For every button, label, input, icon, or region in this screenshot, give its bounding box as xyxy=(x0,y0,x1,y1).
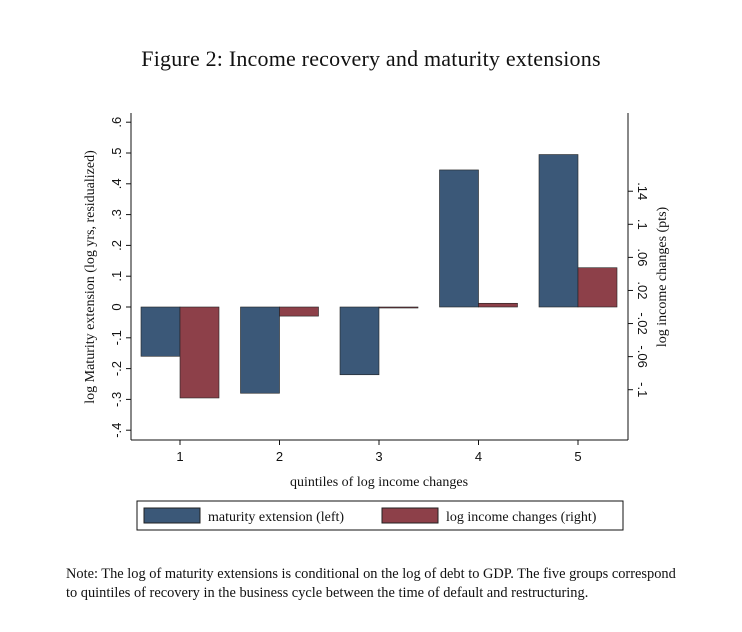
y-axis-title-left: log Maturity extension (log yrs, residua… xyxy=(83,150,98,404)
bar-income-5 xyxy=(577,267,618,308)
y-axis-title-right: log income changes (pts) xyxy=(655,206,670,347)
left-tick-label: .6 xyxy=(109,117,124,128)
legend-frame xyxy=(136,500,624,531)
right-tick-label: .1 xyxy=(635,219,650,230)
left-tick-label: .1 xyxy=(109,271,124,282)
right-tick-label: .14 xyxy=(635,182,650,200)
x-tick-label: 4 xyxy=(475,449,482,464)
x-axis-title: quintiles of log income changes xyxy=(290,475,468,490)
figure-title: Figure 2: Income recovery and maturity e… xyxy=(141,46,601,71)
bar-income-3 xyxy=(378,306,419,309)
x-tick-label: 1 xyxy=(176,449,183,464)
bar-income-1 xyxy=(179,306,220,399)
bar-chart: .6 .5 .4 .3 .2 .1 0 -.1 -.2 -.3 -.4 .14 .1 .06 .02 -.0… xyxy=(83,113,670,531)
x-axis-ticks: 1 2 3 4 5 xyxy=(176,440,582,464)
x-tick-label: 5 xyxy=(574,449,581,464)
legend: maturity extension (left) log income cha… xyxy=(136,500,624,531)
x-tick-label: 2 xyxy=(276,449,283,464)
bar-maturity-4 xyxy=(439,169,479,308)
bar-maturity-3 xyxy=(339,306,380,376)
bar-maturity-1 xyxy=(140,306,181,357)
left-tick-label: -.3 xyxy=(109,392,124,407)
left-axis-ticks: .6 .5 .4 .3 .2 .1 0 -.1 -.2 -.3 -.4 xyxy=(109,117,131,438)
right-tick-label: -.1 xyxy=(635,382,650,397)
left-tick-label: -.1 xyxy=(109,330,124,345)
right-tick-label: .02 xyxy=(635,281,650,299)
bars xyxy=(140,154,618,399)
left-tick-label: 0 xyxy=(109,303,124,310)
bar-income-4 xyxy=(478,302,518,308)
left-tick-label: .2 xyxy=(109,240,124,251)
legend-swatch-maturity xyxy=(143,507,201,524)
bar-maturity-5 xyxy=(538,154,579,308)
bar-income-2 xyxy=(279,306,319,317)
left-tick-label: .5 xyxy=(109,148,124,159)
left-tick-label: .3 xyxy=(109,209,124,220)
left-tick-label: -.2 xyxy=(109,361,124,376)
legend-label-maturity: maturity extension (left) xyxy=(208,510,344,525)
x-tick-label: 3 xyxy=(375,449,382,464)
right-tick-label: -.06 xyxy=(635,345,650,367)
left-tick-label: .4 xyxy=(109,178,124,189)
right-axis-ticks: .14 .1 .06 .02 -.02 -.06 -.1 xyxy=(628,182,650,397)
bar-maturity-2 xyxy=(240,306,280,394)
legend-swatch-income xyxy=(381,507,439,524)
right-tick-label: -.02 xyxy=(635,312,650,334)
left-tick-label: -.4 xyxy=(109,423,124,438)
figure-note: Note: The log of maturity extensions is … xyxy=(66,566,676,601)
legend-label-income: log income changes (right) xyxy=(446,510,597,525)
right-tick-label: .06 xyxy=(635,248,650,266)
